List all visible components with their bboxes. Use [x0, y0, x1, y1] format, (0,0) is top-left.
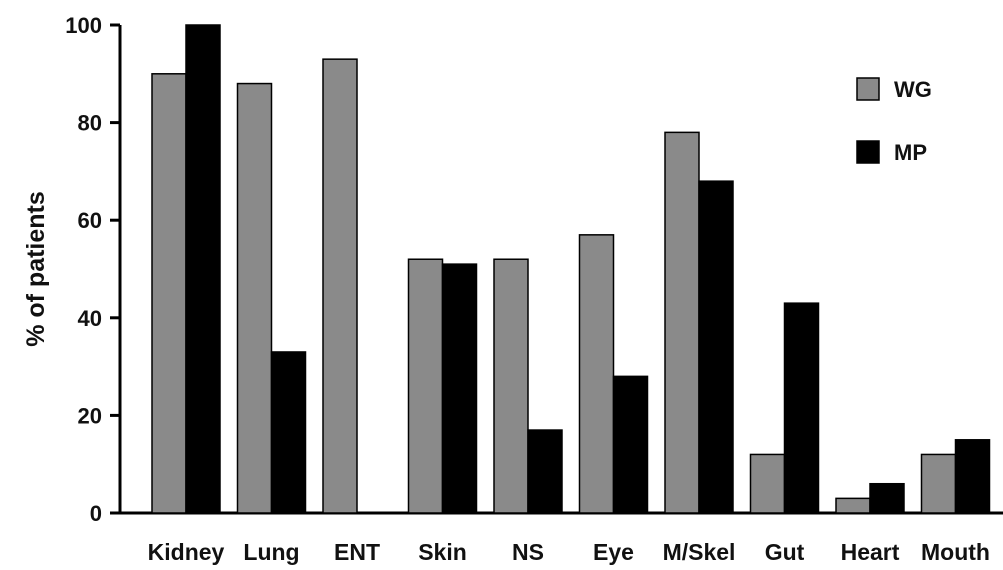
- bar-wg-lung: [236, 82, 273, 514]
- y-tick-label: 80: [78, 111, 102, 136]
- bar-wg-m-skel: [664, 131, 700, 514]
- x-category-label: NS: [512, 539, 544, 565]
- y-tick-label: 20: [78, 403, 102, 428]
- y-tick-label: 100: [65, 13, 102, 38]
- bar-wg-gut: [749, 453, 786, 514]
- bar-wg-kidney: [151, 73, 187, 514]
- bar-wg-ent: [322, 58, 358, 514]
- bar-mp-lung: [270, 351, 307, 514]
- bar-wg-eye: [578, 234, 615, 514]
- legend-label-mp: MP: [894, 140, 927, 165]
- x-category-label: Heart: [841, 539, 900, 565]
- y-tick-label: 60: [78, 208, 102, 233]
- y-axis-title: % of patients: [22, 191, 50, 347]
- legend-swatch-mp: [856, 140, 880, 164]
- bar-mp-kidney: [185, 24, 221, 514]
- bars: [151, 24, 991, 514]
- bar-mp-skin: [441, 263, 478, 514]
- x-category-label: ENT: [334, 539, 380, 565]
- y-tick-label: 0: [90, 501, 102, 526]
- x-category-label: Gut: [765, 539, 805, 565]
- legend: WG MP: [856, 77, 932, 165]
- x-category-label: Eye: [593, 539, 634, 565]
- x-category-label: Lung: [243, 539, 299, 565]
- bar-mp-ns: [527, 429, 563, 514]
- bar-wg-ns: [493, 258, 529, 514]
- bar-mp-m-skel: [698, 180, 734, 514]
- bar-mp-eye: [612, 375, 649, 514]
- x-category-label: Skin: [418, 539, 467, 565]
- x-category-label: Mouth: [921, 539, 990, 565]
- legend-label-wg: WG: [894, 77, 932, 102]
- legend-swatch-wg: [856, 77, 880, 101]
- x-category-label: Kidney: [148, 539, 225, 565]
- bar-wg-mouth: [920, 453, 957, 514]
- labels: Kidney Lung ENT Skin NS Eye M/Skel Gut Heart Mout…: [148, 539, 990, 565]
- x-category-label: M/Skel: [663, 539, 736, 565]
- y-tick-label: 40: [78, 306, 102, 331]
- bar-mp-heart: [869, 482, 905, 514]
- bar-wg-skin: [407, 258, 444, 514]
- bar-wg-heart: [835, 497, 871, 514]
- bar-mp-gut: [783, 302, 820, 514]
- bar-mp-mouth: [954, 439, 991, 514]
